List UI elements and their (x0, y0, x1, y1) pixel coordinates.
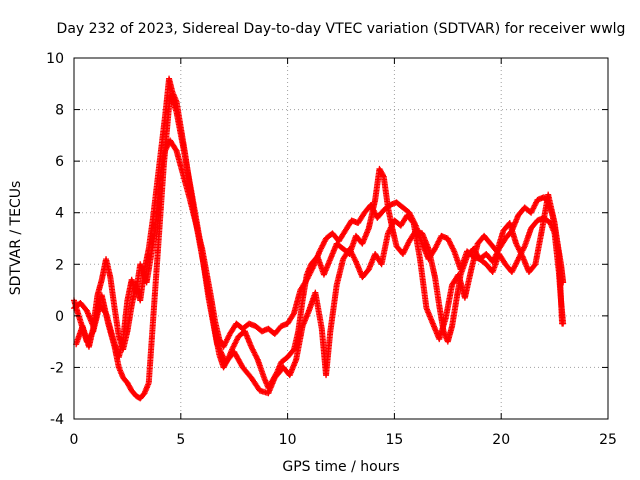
y-tick-label: 2 (55, 257, 64, 273)
axis-ticks: 0 5 10 15 20 25 -4 -2 0 2 4 6 8 10 (46, 51, 617, 448)
x-axis-label: GPS time / hours (282, 459, 399, 475)
series-track-A (71, 75, 567, 392)
y-tick-label: 4 (55, 206, 64, 222)
y-tick-label: 0 (55, 309, 64, 325)
data-point (290, 311, 297, 318)
y-tick-label: -4 (50, 412, 64, 428)
y-axis-label: SDTVAR / TECUs (8, 181, 24, 296)
data-point (559, 320, 566, 327)
data-point (380, 172, 387, 179)
series-track-C (73, 91, 566, 402)
plot-frame (73, 57, 609, 420)
x-tick-label: 0 (70, 432, 79, 448)
y-tick-label: 6 (55, 154, 64, 170)
x-tick-label: 25 (599, 432, 617, 448)
data-point (172, 146, 179, 153)
y-tick-label: 10 (46, 51, 64, 67)
chart-title: Day 232 of 2023, Sidereal Day-to-day VTE… (57, 21, 626, 37)
data-point (409, 218, 416, 225)
x-tick-label: 5 (176, 432, 185, 448)
x-tick-label: 15 (385, 432, 403, 448)
x-tick-label: 20 (492, 432, 510, 448)
x-tick-label: 10 (279, 432, 297, 448)
y-tick-label: 8 (55, 103, 64, 119)
data-points (71, 75, 567, 402)
y-tick-label: -2 (50, 360, 64, 376)
